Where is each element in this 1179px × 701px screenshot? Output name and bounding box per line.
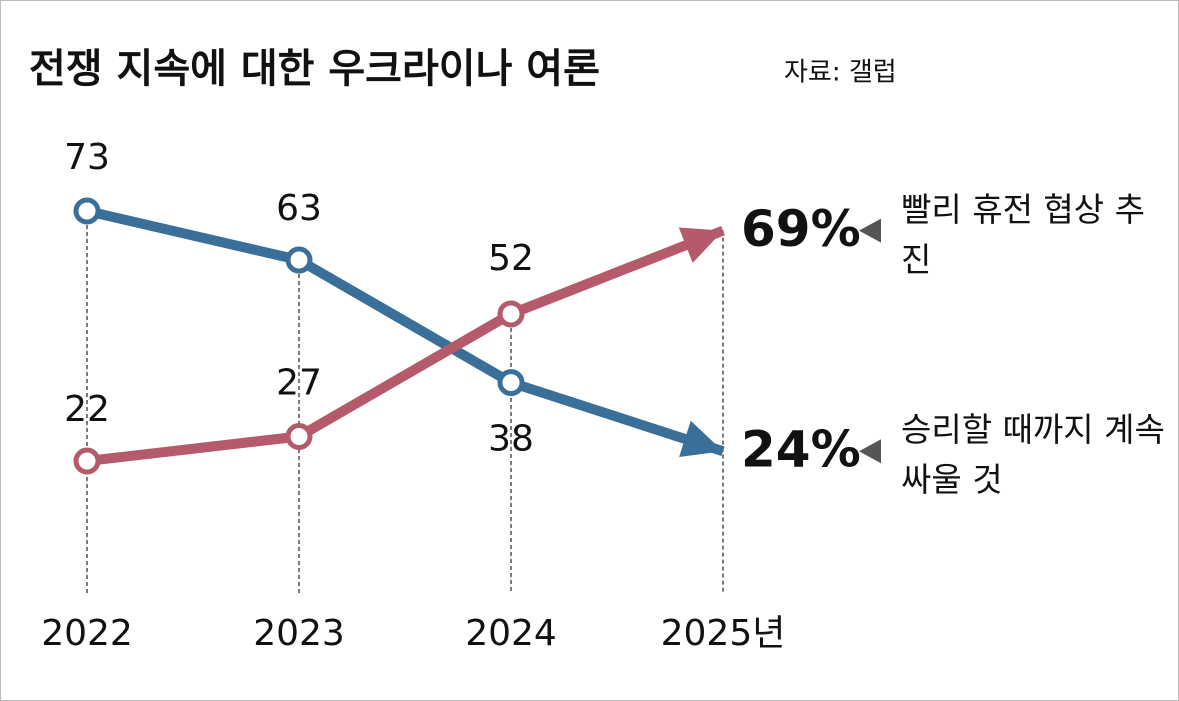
data-label: 52 — [488, 238, 534, 279]
point — [73, 447, 101, 475]
end-label: 69% — [741, 200, 861, 258]
line — [86, 225, 725, 466]
chart-title: 전쟁 지속에 대한 우크라이나 여론 — [29, 46, 600, 92]
point — [73, 197, 101, 225]
point — [497, 369, 525, 397]
data-label: 22 — [64, 389, 110, 430]
source: 자료: 갤럽 — [784, 58, 897, 88]
data-label: 73 — [64, 137, 110, 178]
line — [85, 206, 725, 456]
x-tick-label: 2024 — [465, 613, 557, 654]
point — [285, 246, 313, 274]
pointer — [859, 439, 881, 464]
point — [285, 422, 313, 450]
arrow-head — [679, 420, 723, 457]
point — [497, 300, 525, 328]
x-tick-label: 2022 — [41, 613, 133, 654]
legend-label: 승리할 때까지 계속 싸울 것 — [901, 410, 1165, 500]
arrow-head — [678, 227, 723, 263]
data-label: 38 — [488, 419, 534, 460]
pointer — [859, 218, 881, 243]
x-tick-label: 2025년 — [661, 613, 786, 654]
end-label: 24% — [741, 421, 861, 479]
data-label: 27 — [276, 362, 322, 403]
legend-label: 빨리 휴전 협상 추진 — [901, 189, 1145, 279]
x-tick-label: 2023 — [253, 613, 345, 654]
data-label: 63 — [276, 188, 322, 229]
